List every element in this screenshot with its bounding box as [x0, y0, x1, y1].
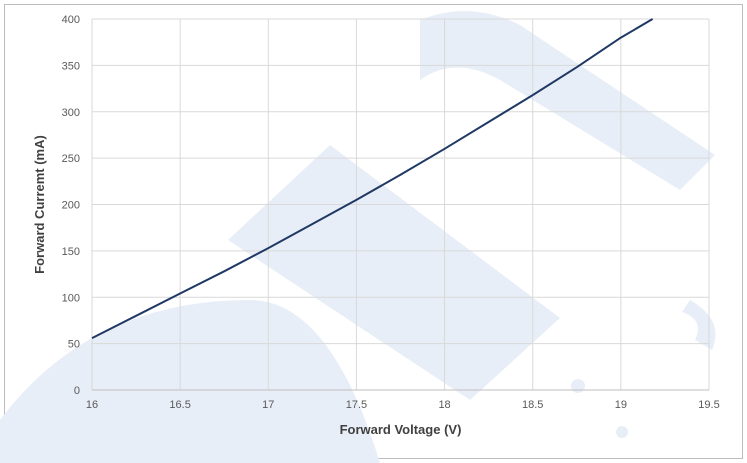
x-tick-label: 16.5: [169, 399, 190, 411]
x-tick-label: 16: [86, 399, 98, 411]
x-tick-label: 18: [438, 399, 450, 411]
watermark-stroke: [228, 145, 560, 400]
series-line: [91, 18, 654, 339]
x-tick-label: 17.5: [346, 399, 367, 411]
x-axis-title: Forward Voltage (V): [340, 422, 462, 437]
y-tick-label: 0: [74, 385, 80, 397]
y-tick-label: 200: [62, 200, 80, 212]
watermark-logo: [0, 11, 716, 463]
y-tick-label: 300: [62, 107, 80, 119]
watermark-arc: [0, 300, 380, 463]
y-tick-label: 250: [62, 153, 80, 165]
y-tick-label: 50: [68, 339, 80, 351]
x-tick-label: 18.5: [522, 399, 543, 411]
y-tick-label: 400: [62, 14, 80, 26]
watermark-hook: [420, 11, 715, 190]
x-tick-label: 19: [615, 399, 627, 411]
x-tick-label: 17: [262, 399, 274, 411]
series-layer: [91, 18, 654, 339]
y-tick-label: 150: [62, 246, 80, 258]
y-tick-label: 350: [62, 60, 80, 72]
x-tick-label: 19.5: [698, 399, 719, 411]
watermark-dot-2: [616, 426, 628, 438]
watermark-dot-1: [571, 379, 585, 393]
y-tick-label: 100: [62, 292, 80, 304]
tick-labels: 16 16.5 17 17.5 18 18.5 19 19.5 0 50 100 150 200 250 3…: [62, 14, 720, 411]
watermark-c: [682, 300, 716, 350]
y-axis-title: Forward Curremt (mA): [32, 135, 47, 274]
